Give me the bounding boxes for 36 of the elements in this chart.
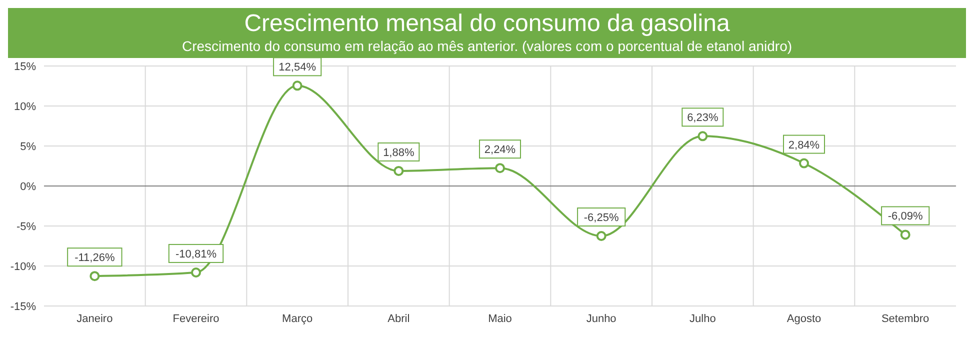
x-tick-label: Julho bbox=[690, 312, 716, 325]
point bbox=[698, 131, 708, 142]
point bbox=[191, 267, 201, 278]
point bbox=[90, 271, 100, 282]
x-tick-label: Fevereiro bbox=[172, 312, 220, 325]
x-tick-label: Março bbox=[282, 312, 313, 325]
data-label: 1,88% bbox=[383, 146, 414, 159]
y-tick-label: -10% bbox=[10, 260, 36, 273]
point bbox=[495, 163, 505, 174]
data-label: -6,25% bbox=[584, 212, 619, 224]
data-label: -11,26% bbox=[74, 252, 115, 264]
data-label: 12,54% bbox=[278, 62, 316, 74]
point bbox=[394, 166, 404, 176]
data-label: -6,09% bbox=[888, 210, 923, 223]
x-tick-label: Maio bbox=[488, 312, 512, 325]
chart-subtitle: Crescimento do consumo em relação ao mês anterior. (valores com o porcentual de etanol anidro) bbox=[180, 38, 794, 54]
point bbox=[799, 158, 809, 168]
point bbox=[596, 231, 606, 241]
y-tick-label: 0% bbox=[20, 180, 36, 193]
chart-title: Crescimento mensal do consumo da gasolina bbox=[243, 10, 731, 38]
point bbox=[900, 230, 910, 240]
x-tick-label: Abril bbox=[388, 312, 410, 325]
y-tick-label: -5% bbox=[16, 220, 36, 233]
y-tick-label: -15% bbox=[10, 300, 36, 313]
y-tick-label: 5% bbox=[20, 140, 36, 153]
x-tick-label: Setembro bbox=[881, 312, 930, 325]
x-tick-label: Agosto bbox=[786, 312, 822, 325]
y-tick-label: 10% bbox=[14, 100, 36, 113]
data-label: -10,81% bbox=[176, 248, 217, 260]
data-label: 6,23% bbox=[687, 112, 718, 124]
x-tick-label: Janeiro bbox=[76, 312, 113, 325]
point bbox=[292, 80, 302, 91]
x-tick-label: Junho bbox=[586, 312, 616, 325]
y-tick-label: 15% bbox=[14, 60, 36, 73]
data-label: 2,24% bbox=[484, 144, 516, 156]
data-label: 2,84% bbox=[788, 139, 820, 152]
